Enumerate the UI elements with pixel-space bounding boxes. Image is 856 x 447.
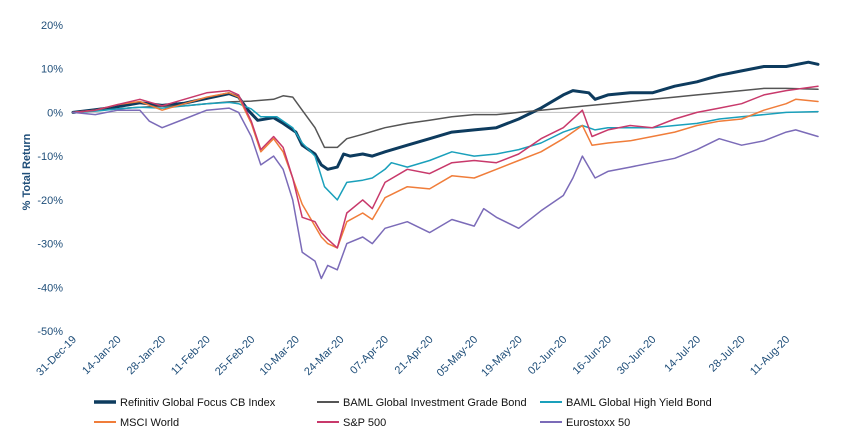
x-tick-label: 14-Jan-20 [80, 334, 124, 378]
x-tick-label: 02-Jun-20 [526, 334, 570, 378]
series-line-3 [72, 101, 819, 201]
legend-label: Eurostoxx 50 [566, 417, 630, 429]
x-tick-label: 31-Dec-19 [34, 334, 79, 379]
series-line-2 [72, 87, 819, 149]
x-tick-label: 28-Jan-20 [125, 334, 169, 378]
x-tick-label: 05-May-20 [435, 334, 481, 380]
y-tick-label: -20% [37, 195, 63, 207]
series-line-1 [71, 60, 820, 171]
x-tick-label: 11-Aug-20 [748, 334, 792, 378]
x-tick-label: 07-Apr-20 [348, 334, 391, 377]
y-tick-label: -10% [37, 151, 63, 163]
series-layer [71, 60, 820, 280]
x-tick-label: 11-Feb-20 [169, 334, 213, 378]
legend-label: BAML Global Investment Grade Bond [343, 397, 527, 409]
y-tick-label: -30% [37, 239, 63, 251]
y-tick-label: 20% [41, 20, 63, 32]
series-line-4 [72, 92, 819, 249]
x-tick-label: 19-May-20 [479, 334, 525, 380]
legend: Refinitiv Global Focus CB Index BAML Glob… [94, 397, 712, 429]
x-tick-label: 16-Jun-20 [570, 334, 614, 378]
y-tick-label: 0% [47, 107, 63, 119]
series-line-5 [72, 85, 819, 249]
x-axis: 31-Dec-19 14-Jan-20 28-Jan-20 11-Feb-20 25-F… [34, 334, 792, 380]
y-tick-label: -40% [37, 282, 63, 294]
y-axis: 20% 10% 0% -10% -20% -30% -40% -50% [37, 20, 63, 338]
y-axis-title: % Total Return [21, 133, 33, 210]
x-tick-label: 24-Mar-20 [302, 334, 346, 378]
legend-label: Refinitiv Global Focus CB Index [120, 397, 276, 409]
x-tick-label: 28-Jul-20 [707, 334, 748, 375]
y-tick-label: 10% [41, 64, 63, 76]
x-tick-label: 21-Apr-20 [393, 334, 436, 377]
x-tick-label: 30-Jun-20 [615, 334, 659, 378]
x-tick-label: 10-Mar-20 [258, 334, 302, 378]
y-tick-label: -50% [37, 326, 63, 338]
legend-label: S&P 500 [343, 417, 386, 429]
series-line-6 [72, 107, 819, 280]
legend-label: MSCI World [120, 417, 179, 429]
legend-label: BAML Global High Yield Bond [566, 397, 712, 409]
x-tick-label: 25-Feb-20 [213, 334, 257, 378]
x-tick-label: 14-Jul-20 [662, 334, 703, 375]
